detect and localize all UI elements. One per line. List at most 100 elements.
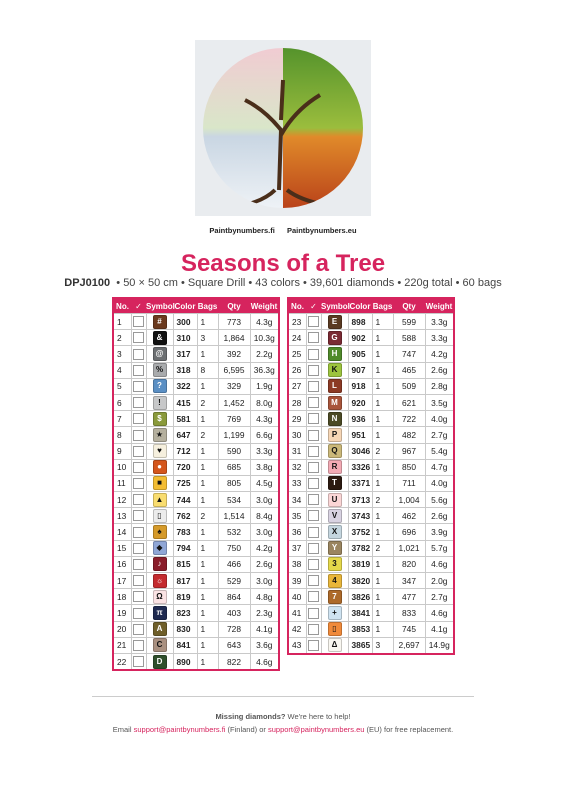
cell-weight: 3.3g: [424, 329, 455, 347]
checkbox[interactable]: [133, 445, 144, 457]
checkbox[interactable]: [308, 591, 319, 603]
symbol-cell: ?: [145, 377, 174, 395]
checkbox[interactable]: [133, 413, 144, 425]
symbol-swatch: ♥: [152, 444, 167, 459]
cell-qty: 482: [392, 426, 426, 444]
checkbox[interactable]: [308, 526, 319, 538]
cell-weight: 2.6g: [424, 507, 455, 525]
symbol-cell: Y: [320, 539, 349, 557]
cell-color: 918: [347, 377, 373, 395]
check-cell: [130, 361, 147, 379]
checkbox[interactable]: [133, 526, 144, 538]
cell-color: 890: [172, 652, 198, 671]
cell-weight: 4.0g: [424, 410, 455, 428]
checkbox[interactable]: [308, 332, 319, 344]
check-cell: [130, 571, 147, 590]
checkbox[interactable]: [308, 413, 319, 425]
checkbox[interactable]: [133, 559, 144, 571]
checkbox[interactable]: [133, 591, 144, 603]
checkbox[interactable]: [308, 542, 319, 554]
cell-weight: 4.6g: [424, 555, 455, 574]
checkbox[interactable]: [133, 607, 144, 619]
symbol-swatch: Δ: [327, 638, 342, 653]
row: 43 Δ 3865 3 2,697 14.9g: [287, 636, 455, 655]
email-link[interactable]: support@paintbynumbers.fi: [133, 725, 226, 734]
row: 25 H 905 1 747 4.2g: [287, 345, 455, 363]
checkbox[interactable]: [308, 380, 319, 392]
checkbox[interactable]: [308, 478, 319, 490]
checkbox[interactable]: [308, 494, 319, 506]
checkbox[interactable]: [308, 575, 319, 587]
symbol-cell: $: [145, 410, 174, 428]
checkbox[interactable]: [133, 397, 144, 409]
checkbox[interactable]: [133, 494, 144, 506]
checkbox[interactable]: [308, 623, 319, 635]
symbol-swatch: T: [327, 476, 342, 491]
cell-color: 3853: [347, 620, 373, 638]
cell-bags: 1: [371, 571, 394, 590]
cell-no: 24: [287, 329, 307, 347]
product-code: DPJ0100: [64, 277, 111, 289]
checkbox[interactable]: [133, 542, 144, 554]
cell-bags: 1: [196, 539, 219, 557]
checkbox[interactable]: [133, 623, 144, 635]
cell-bags: 1: [371, 458, 394, 476]
symbol-swatch: E: [327, 314, 342, 329]
cell-no: 2: [112, 329, 132, 347]
cell-color: 3841: [347, 604, 373, 622]
cell-no: 3: [112, 345, 132, 363]
checkbox[interactable]: [133, 332, 144, 344]
checkbox[interactable]: [308, 607, 319, 619]
symbol-cell: ▯: [145, 507, 174, 525]
cell-qty: 392: [217, 345, 251, 363]
cell-no: 26: [287, 361, 307, 379]
checkbox[interactable]: [308, 397, 319, 409]
row: 26 K 907 1 465 2.6g: [287, 361, 455, 379]
symbol-cell: Q: [320, 442, 349, 460]
checkbox[interactable]: [133, 364, 144, 376]
checkbox[interactable]: [308, 429, 319, 441]
checkbox[interactable]: [133, 461, 144, 473]
cell-color: 920: [347, 393, 373, 412]
cell-bags: 1: [371, 377, 394, 395]
cell-color: 762: [172, 507, 198, 525]
cell-bags: 3: [196, 329, 219, 347]
symbol-swatch: Ω: [152, 589, 167, 604]
cell-weight: 10.3g: [249, 329, 280, 347]
checkbox[interactable]: [308, 445, 319, 457]
checkbox[interactable]: [133, 429, 144, 441]
cell-bags: 2: [371, 442, 394, 460]
checkbox[interactable]: [133, 478, 144, 490]
cell-weight: 2.6g: [249, 555, 280, 574]
checkbox[interactable]: [133, 656, 144, 668]
cell-weight: 2.6g: [424, 361, 455, 379]
symbol-swatch: ♠: [152, 525, 167, 540]
checkbox[interactable]: [133, 639, 144, 651]
symbol-swatch: $: [152, 411, 167, 426]
cell-weight: 5.7g: [424, 539, 455, 557]
checkbox[interactable]: [308, 364, 319, 376]
checkbox[interactable]: [308, 639, 319, 651]
email-link[interactable]: support@paintbynumbers.eu: [268, 725, 365, 734]
cell-qty: 1,864: [217, 329, 251, 347]
checkbox[interactable]: [308, 316, 319, 328]
checkbox[interactable]: [308, 461, 319, 473]
checkbox[interactable]: [133, 380, 144, 392]
cell-color: 3782: [347, 539, 373, 557]
column-header: Weight: [250, 298, 279, 314]
checkbox[interactable]: [133, 510, 144, 522]
cell-no: 19: [112, 604, 132, 622]
cell-color: 415: [172, 393, 198, 412]
cell-weight: 4.8g: [249, 588, 280, 606]
checkbox[interactable]: [308, 559, 319, 571]
checkbox[interactable]: [308, 348, 319, 360]
checkbox[interactable]: [133, 348, 144, 360]
check-cell: [130, 588, 147, 606]
checkbox[interactable]: [133, 316, 144, 328]
row: 38 3 3819 1 820 4.6g: [287, 555, 455, 574]
symbol-swatch: +: [327, 605, 342, 620]
checkbox[interactable]: [133, 575, 144, 587]
cell-bags: 1: [371, 361, 394, 379]
cell-color: 3865: [347, 636, 373, 655]
checkbox[interactable]: [308, 510, 319, 522]
